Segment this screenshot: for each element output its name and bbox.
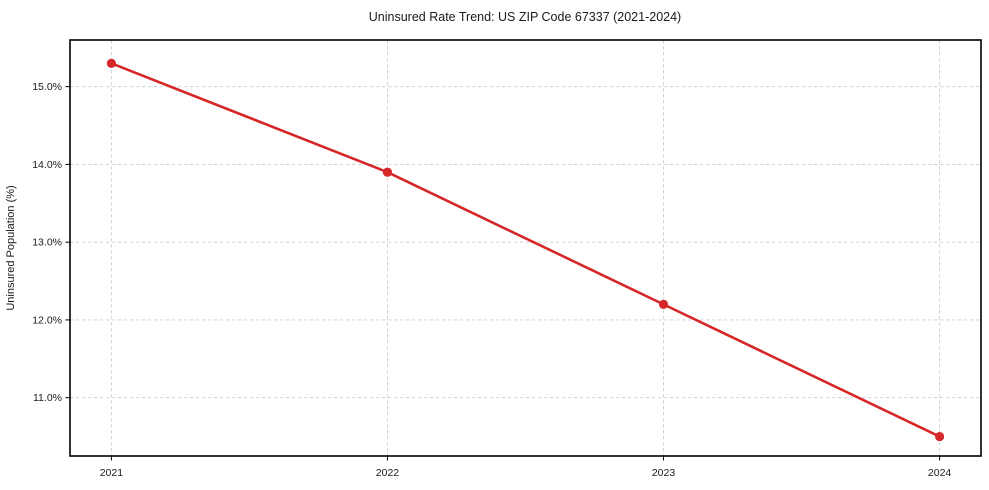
grid-layer bbox=[70, 40, 981, 456]
trend-line bbox=[110, 62, 941, 438]
chart-title: Uninsured Rate Trend: US ZIP Code 67337 … bbox=[369, 10, 681, 24]
data-point-marker bbox=[658, 299, 669, 309]
y-tick-label: 12.0% bbox=[32, 314, 62, 326]
x-tick-label: 2023 bbox=[652, 467, 676, 479]
x-tick-label: 2024 bbox=[928, 467, 952, 479]
y-tick-label: 13.0% bbox=[32, 237, 62, 249]
x-tick-label: 2021 bbox=[100, 467, 124, 479]
data-point-marker bbox=[934, 431, 945, 442]
y-tick-label: 15.0% bbox=[32, 81, 62, 93]
x-tick-label: 2022 bbox=[376, 467, 400, 479]
axis-layer: 11.0% 12.0% 13.0% 14.0% 15.0% 2021 2022 2023 202… bbox=[32, 39, 982, 479]
y-axis-title: Uninsured Population (%) bbox=[5, 185, 17, 310]
data-series-layer bbox=[106, 58, 945, 442]
plot-border bbox=[69, 39, 982, 457]
data-point-marker bbox=[382, 167, 393, 177]
data-point-marker bbox=[106, 58, 117, 68]
y-tick-label: 14.0% bbox=[32, 159, 62, 171]
y-tick-label: 11.0% bbox=[33, 392, 62, 404]
